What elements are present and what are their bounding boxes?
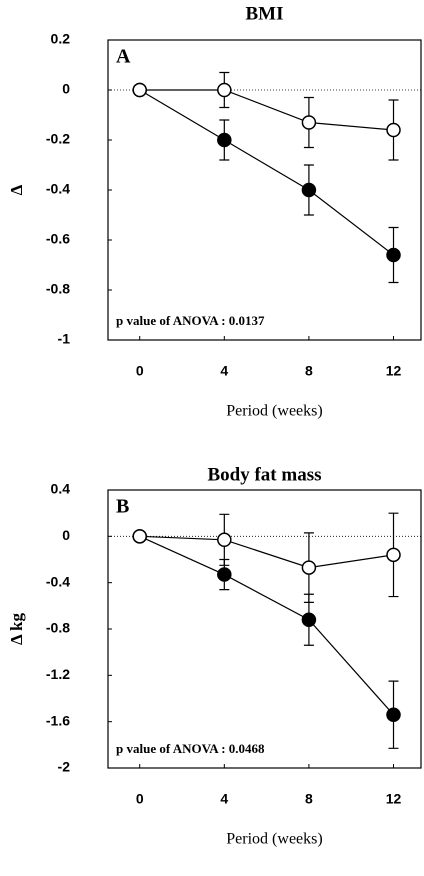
y-tick-label: -0.2 (46, 131, 70, 147)
data-point (217, 82, 232, 98)
series-line (139, 535, 394, 569)
x-tick-label: 0 (136, 791, 144, 807)
y-tick-label: -0.4 (46, 181, 70, 197)
y-tick-label: -0.8 (46, 281, 70, 297)
chart-title: Body fat mass (207, 464, 321, 485)
x-tick-label: 8 (305, 791, 313, 807)
plot-frame (107, 489, 422, 769)
data-point (301, 115, 317, 130)
series-line (139, 89, 394, 131)
series-line (139, 535, 394, 716)
data-point (386, 247, 401, 263)
data-point (301, 560, 317, 575)
data-point (132, 529, 147, 544)
data-point (217, 567, 232, 582)
x-axis-label: Period (weeks) (226, 831, 322, 848)
panel-label: A (116, 46, 131, 68)
x-tick-label: 12 (386, 791, 402, 807)
data-point (386, 122, 401, 138)
chart-title: BMI (246, 3, 284, 24)
y-tick-label: -1.2 (46, 666, 70, 682)
data-point (386, 707, 401, 722)
data-point (217, 132, 232, 148)
series-line (139, 89, 394, 256)
annotation: p value of ANOVA : 0.0468 (116, 741, 265, 756)
y-tick-label: -1 (58, 331, 71, 347)
x-tick-label: 4 (220, 363, 228, 379)
y-tick-label: -0.6 (46, 231, 70, 247)
x-axis-label: Period (weeks) (226, 403, 322, 420)
y-tick-label: -1.6 (46, 712, 70, 728)
y-tick-label: 0.4 (51, 481, 71, 497)
data-point (386, 547, 401, 563)
data-point (301, 182, 317, 198)
y-axis-label: Δ (7, 184, 26, 195)
y-tick-label: 0 (62, 527, 70, 543)
y-tick-label: 0.2 (51, 31, 71, 47)
x-tick-label: 0 (136, 363, 144, 379)
x-tick-label: 12 (386, 363, 402, 379)
plot-frame (107, 39, 422, 341)
y-tick-label: -0.8 (46, 620, 70, 636)
annotation: p value of ANOVA : 0.0137 (116, 313, 265, 328)
y-tick-label: -2 (58, 759, 71, 775)
x-tick-label: 8 (305, 363, 313, 379)
y-tick-label: -0.4 (46, 573, 70, 589)
data-point (301, 612, 317, 627)
data-point (132, 82, 147, 98)
y-axis-label: Δ kg (7, 613, 26, 645)
panel-label: B (116, 496, 129, 518)
y-tick-label: 0 (62, 81, 70, 97)
data-point (217, 532, 232, 548)
x-tick-label: 4 (220, 791, 228, 807)
